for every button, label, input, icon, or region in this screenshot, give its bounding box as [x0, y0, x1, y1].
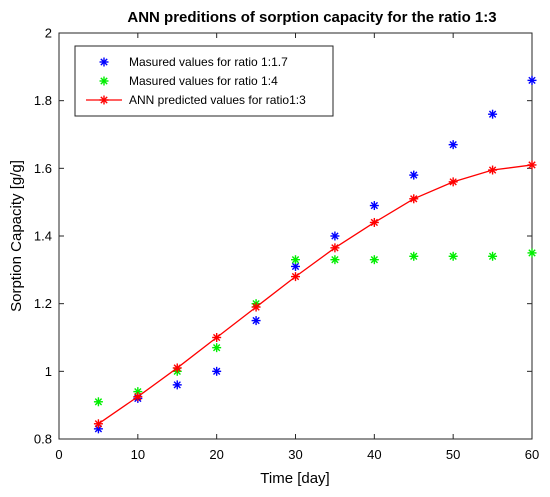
legend-entry: Masured values for ratio 1:1.7	[99, 55, 288, 69]
legend-marker	[99, 95, 109, 105]
legend-box	[74, 45, 334, 117]
series-line	[98, 164, 533, 425]
y-tick-label: 1	[45, 364, 52, 379]
data-point	[369, 255, 379, 265]
data-point	[369, 201, 379, 211]
x-tick-label: 40	[367, 447, 381, 462]
data-point	[488, 165, 498, 175]
series-0	[93, 75, 537, 434]
data-point	[409, 170, 419, 180]
y-tick-label: 2	[45, 26, 52, 41]
legend-label: Masured values for ratio 1:4	[129, 74, 278, 88]
series-2	[93, 160, 537, 429]
legend-label: ANN predicted values for ratio1:3	[129, 93, 306, 107]
y-axis-label: Sorption Capacity [g/g]	[8, 160, 25, 312]
data-point	[330, 243, 340, 253]
data-point	[93, 419, 103, 429]
data-point	[488, 251, 498, 261]
y-tick-label: 1.4	[34, 229, 52, 244]
legend-label: Masured values for ratio 1:1.7	[129, 55, 288, 69]
legend-marker	[99, 76, 109, 86]
chart-title: ANN preditions of sorption capacity for …	[127, 9, 496, 26]
legend: Masured values for ratio 1:1.7 Masured va…	[74, 45, 334, 117]
data-point	[212, 333, 222, 342]
data-point	[448, 177, 458, 187]
data-point	[172, 363, 182, 373]
data-point	[527, 160, 537, 170]
data-point	[448, 251, 458, 261]
x-tick-label: 20	[209, 447, 223, 462]
x-tick-label: 10	[131, 447, 145, 462]
data-point	[93, 397, 103, 407]
legend-entry: ANN predicted values for ratio1:3	[86, 93, 306, 107]
legend-entry: Masured values for ratio 1:4	[99, 74, 278, 88]
data-point	[330, 231, 340, 241]
x-axis-label: Time [day]	[260, 470, 329, 487]
data-point	[133, 392, 143, 402]
y-tick-label: 1.6	[34, 161, 52, 176]
axis-ticks: 0 10 20 30 40 50 60 0.8 1 1.2 1.4 1.6 1.8 2	[34, 26, 539, 463]
data-point	[448, 140, 458, 150]
data-point	[330, 255, 340, 265]
data-point	[291, 255, 300, 265]
data-point	[527, 75, 537, 85]
data-point	[251, 302, 261, 312]
x-tick-label: 60	[525, 447, 539, 462]
data-point	[251, 316, 261, 326]
data-point	[527, 248, 537, 258]
data-point	[409, 251, 419, 261]
data-point	[409, 194, 419, 204]
x-tick-label: 0	[55, 447, 62, 462]
data-point	[369, 217, 379, 227]
series-layer	[93, 75, 537, 434]
legend-marker	[99, 57, 109, 67]
data-point	[488, 109, 498, 119]
data-point	[172, 380, 182, 390]
data-point	[212, 343, 222, 353]
y-tick-label: 1.2	[34, 296, 52, 311]
y-tick-label: 0.8	[34, 432, 52, 447]
x-tick-label: 50	[446, 447, 460, 462]
data-point	[212, 366, 222, 376]
data-point	[291, 272, 300, 282]
x-tick-label: 30	[288, 447, 302, 462]
y-tick-label: 1.8	[34, 93, 52, 108]
